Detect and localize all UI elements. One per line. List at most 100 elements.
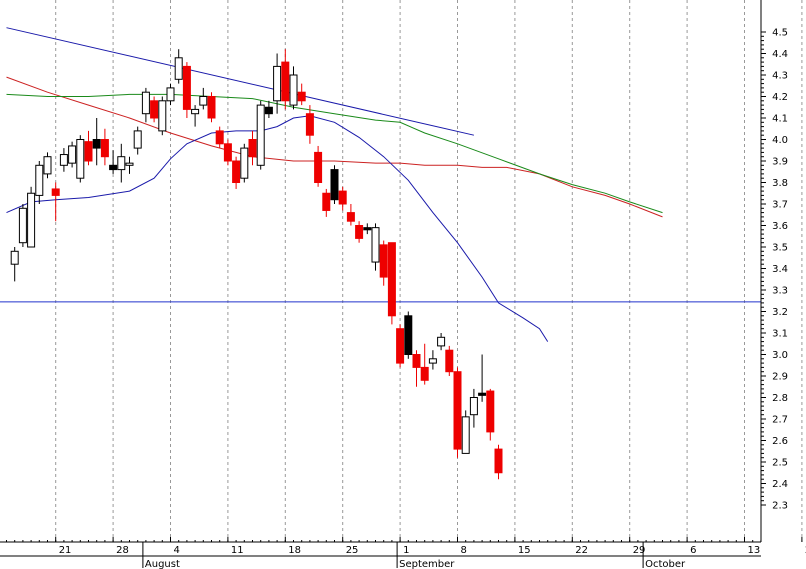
candle-body [35, 164, 44, 196]
candle-body [289, 74, 298, 106]
candle-body [305, 113, 314, 136]
x-tick-label: 22 [575, 545, 588, 556]
candle-body [428, 358, 437, 364]
y-tick-label: 3.0 [772, 350, 788, 361]
candle-body [182, 65, 191, 110]
candle-body [404, 315, 413, 355]
indicator-line-3 [6, 93, 663, 214]
candle-body [256, 104, 265, 166]
candle-body [346, 212, 355, 222]
y-tick-label: 2.7 [772, 415, 788, 426]
candle-body [387, 242, 396, 317]
y-tick-label: 4.1 [772, 114, 788, 125]
y-tick-label: 3.8 [772, 178, 788, 189]
candle-body [396, 328, 405, 364]
candle-body [297, 91, 306, 102]
candle-body [371, 227, 380, 263]
candle-body [240, 147, 249, 179]
y-tick-label: 3.7 [772, 200, 788, 211]
candle-body [158, 100, 167, 132]
candle-body [141, 91, 150, 115]
x-tick-label: 15 [518, 545, 531, 556]
candle-body [133, 130, 142, 149]
y-tick-label: 3.2 [772, 307, 788, 318]
y-tick-label: 2.9 [772, 372, 788, 383]
month-label: September [399, 559, 455, 569]
candle-body [174, 57, 183, 80]
x-tick-label: 13 [748, 545, 761, 556]
y-tick-label: 2.8 [772, 393, 788, 404]
y-tick-label: 2.4 [772, 479, 788, 490]
x-tick-label: 28 [116, 545, 129, 556]
candle-body [281, 61, 290, 102]
candle-body [27, 192, 36, 248]
y-tick-label: 3.3 [772, 286, 788, 297]
axis-labels: 2.3 2.4 2.5 2.6 2.7 2.8 2.9 3.0 3.1 3.2 3.3 3.4 3.5 3… [59, 28, 806, 569]
grid-layer [55, 0, 803, 542]
candle-body [248, 139, 257, 158]
y-tick-label: 3.4 [772, 264, 788, 275]
candle-body [461, 416, 470, 454]
candle-body [207, 96, 216, 119]
y-tick-label: 4.5 [772, 28, 788, 39]
candle-body [92, 139, 101, 149]
y-tick-label: 3.9 [772, 157, 788, 168]
candle-body [223, 143, 232, 162]
y-tick-label: 4.3 [772, 71, 788, 82]
x-tick-label: 25 [346, 545, 359, 556]
x-tick-label: 8 [461, 545, 467, 556]
candle-body [117, 156, 126, 171]
candle-body [379, 244, 388, 278]
candle-body [51, 188, 60, 196]
indicator-line-2 [6, 76, 663, 218]
candle-body [494, 448, 503, 474]
candle-body [363, 227, 372, 231]
candle-body [199, 96, 208, 106]
indicator-lines [6, 27, 663, 342]
candle-body [166, 87, 175, 102]
y-tick-label: 3.5 [772, 243, 788, 254]
x-tick-label: 20 [805, 545, 806, 556]
candle-body [232, 160, 241, 183]
y-tick-label: 3.1 [772, 329, 788, 340]
candle-body [338, 190, 347, 205]
candle-body [76, 139, 85, 179]
candle-body [191, 108, 200, 115]
x-tick-label: 1 [403, 545, 409, 556]
y-tick-label: 3.6 [772, 221, 788, 232]
candle-body [59, 154, 68, 166]
candle-body [453, 371, 462, 450]
candle-body [469, 397, 478, 416]
candle-body [150, 100, 159, 119]
candle-body [330, 169, 339, 201]
month-label: October [645, 559, 686, 569]
indicator-line-4 [6, 115, 549, 342]
candle-body [264, 106, 273, 115]
indicator-line-1 [6, 27, 475, 136]
y-tick-label: 2.3 [772, 501, 788, 512]
y-tick-label: 4.2 [772, 92, 788, 103]
y-tick-label: 2.6 [772, 436, 788, 447]
candle-body [322, 192, 331, 211]
candle-body [486, 390, 495, 433]
candle-body [445, 349, 454, 373]
x-tick-label: 29 [633, 545, 646, 556]
candle-body [125, 162, 134, 166]
candle-body [478, 392, 487, 396]
candle-body [273, 65, 282, 102]
x-tick-label: 18 [288, 545, 301, 556]
x-tick-label: 21 [59, 545, 72, 556]
candle-body [18, 207, 27, 244]
x-tick-label: 6 [690, 545, 696, 556]
candle-body [314, 151, 323, 183]
month-label: August [145, 559, 180, 569]
candle-body [437, 336, 446, 347]
candle-body [10, 250, 19, 265]
candle-body [109, 164, 118, 171]
x-tick-label: 11 [231, 545, 244, 556]
candle-body [43, 156, 52, 175]
candlesticks [10, 49, 503, 480]
